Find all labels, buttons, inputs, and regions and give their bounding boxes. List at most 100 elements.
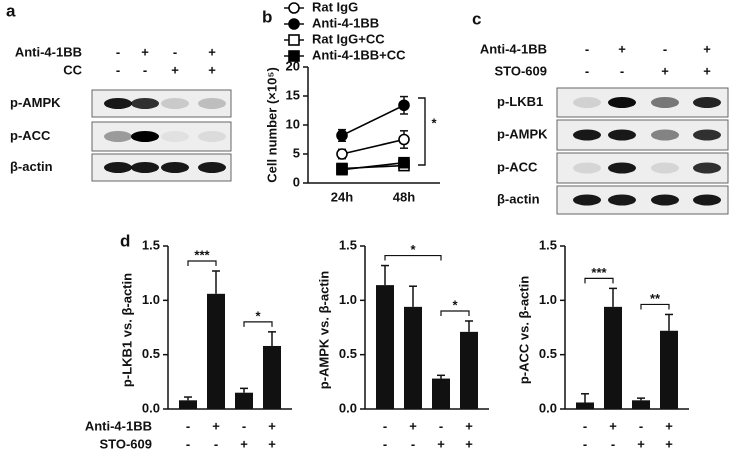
y-axis-title: p-ACC vs. β-actin: [516, 276, 531, 384]
blot-band: [651, 162, 679, 174]
y-tick-label: 1.5: [539, 237, 557, 252]
y-tick-label: 0.0: [539, 400, 557, 415]
blot-band: [573, 162, 601, 174]
blot-band: [104, 162, 132, 173]
y-tick-label: 0.5: [339, 346, 357, 361]
blot-band: [693, 97, 721, 108]
y-axis-title: p-LKB1 vs. β-actin: [119, 273, 134, 387]
legend-label: Rat IgG+CC: [312, 31, 385, 46]
significance-label: **: [650, 291, 661, 306]
blot-row-label: p-AMPK: [497, 126, 548, 141]
y-axis-title: p-AMPK vs. β-actin: [316, 271, 331, 390]
condition-name: CC: [63, 62, 82, 77]
legend-label: Rat IgG: [312, 0, 358, 14]
significance-label: *: [410, 242, 416, 257]
panel-label: b: [262, 7, 272, 26]
significance-bracket: [384, 254, 442, 261]
significance-label: ***: [591, 265, 607, 280]
blot-band: [104, 131, 132, 142]
significance-bracket: [584, 277, 614, 284]
bar: [432, 378, 450, 409]
significance-bracket: [640, 303, 670, 310]
condition-sign: -: [620, 63, 624, 78]
blot-row-label: β-actin: [10, 159, 53, 174]
panel-label: d: [120, 231, 130, 250]
blot-row-label: p-AMPK: [10, 95, 61, 110]
condition-sign: -: [583, 436, 587, 451]
condition-sign: -: [143, 62, 147, 77]
blot-band: [131, 131, 159, 142]
marker: [398, 156, 410, 169]
blot-band: [693, 129, 721, 141]
condition-sign: +: [637, 436, 645, 451]
x-tick-label: 24h: [331, 189, 353, 204]
condition-sign: -: [383, 436, 387, 451]
marker: [336, 163, 348, 176]
condition-name: STO-609: [494, 63, 547, 78]
bar: [460, 331, 478, 409]
significance-bracket: [243, 321, 273, 327]
y-tick-label: 1.0: [142, 292, 160, 307]
y-tick-label: 10: [286, 116, 300, 131]
condition-sign: -: [611, 436, 615, 451]
condition-sign: -: [585, 41, 589, 56]
condition-sign: -: [639, 418, 643, 433]
blot-band: [161, 98, 189, 109]
significance-bracket: [418, 97, 426, 166]
blot-row-label: p-LKB1: [497, 94, 543, 109]
significance-label: *: [452, 297, 458, 312]
significance-bracket: [440, 310, 470, 316]
bar: [576, 402, 594, 409]
marker: [398, 99, 410, 112]
blot-band: [161, 162, 189, 173]
bar: [632, 400, 650, 409]
condition-sign: -: [383, 418, 387, 433]
condition-name: STO-609: [99, 436, 152, 451]
blot-band: [608, 97, 636, 108]
blot-band: [573, 194, 601, 206]
condition-sign: +: [268, 418, 276, 433]
condition-sign: -: [242, 418, 246, 433]
bar: [604, 306, 622, 409]
y-tick-label: 20: [286, 58, 300, 73]
condition-sign: +: [465, 418, 473, 433]
condition-sign: +: [665, 418, 673, 433]
y-tick-label: 0.5: [142, 346, 160, 361]
y-tick-label: 0.0: [339, 400, 357, 415]
significance-bracket: [187, 260, 217, 266]
condition-sign: -: [116, 62, 120, 77]
condition-sign: +: [618, 41, 626, 56]
condition-sign: +: [661, 63, 669, 78]
blot-band: [104, 98, 132, 109]
condition-sign: +: [409, 418, 417, 433]
condition-sign: -: [186, 418, 190, 433]
blot-band: [651, 194, 679, 206]
blot-band: [198, 98, 226, 109]
blot-band: [651, 129, 679, 141]
condition-sign: -: [583, 418, 587, 433]
blot-row-label: p-ACC: [10, 128, 51, 143]
blot-band: [608, 194, 636, 206]
condition-sign: +: [703, 41, 711, 56]
condition-sign: -: [173, 44, 177, 59]
bar: [207, 293, 225, 409]
marker: [288, 18, 300, 30]
y-axis-title: Cell number (×10⁵): [264, 67, 279, 183]
condition-name: Anti-4-1BB: [480, 41, 547, 56]
condition-sign: +: [212, 418, 220, 433]
condition-sign: -: [116, 44, 120, 59]
legend-label: Anti-4-1BB: [312, 15, 379, 30]
condition-sign: +: [703, 63, 711, 78]
condition-sign: -: [411, 436, 415, 451]
bar: [660, 330, 678, 409]
bar: [235, 392, 253, 409]
y-tick-label: 1.5: [142, 237, 160, 252]
significance-label: *: [255, 308, 261, 323]
significance-label: *: [431, 115, 437, 130]
series-line: [341, 138, 405, 155]
legend-label: Anti-4-1BB+CC: [312, 47, 406, 62]
blot-row-label: p-ACC: [497, 159, 538, 174]
marker: [288, 34, 300, 46]
panel-label: a: [6, 1, 16, 20]
